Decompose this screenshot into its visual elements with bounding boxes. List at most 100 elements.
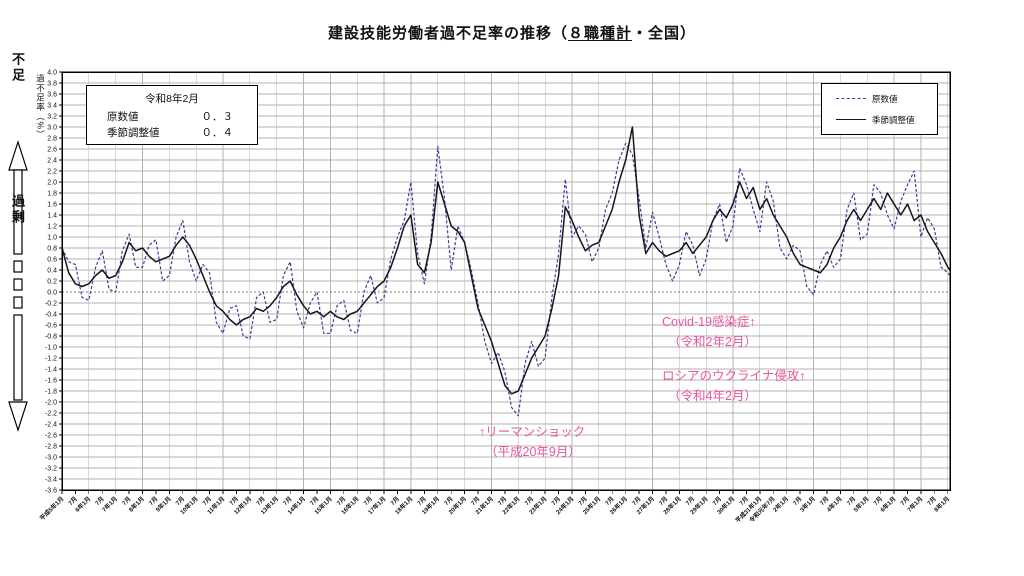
x-tick-label: 7月 <box>738 495 750 507</box>
y-tick-label: 2.4 <box>47 157 57 164</box>
latest-period: 令和8年2月 <box>145 93 199 105</box>
y-tick-label: 0.2 <box>47 278 57 285</box>
legend-item-adjusted: 季節調整値 <box>836 114 937 126</box>
x-tick-label: 7月 <box>818 495 830 507</box>
x-tick-label: 7月 <box>93 495 105 507</box>
latest-values-box: 令和8年2月 原数値 ０．３ 季節調整値 ０．４ <box>86 85 258 145</box>
y-tick-label: -0.8 <box>45 333 57 340</box>
legend-raw-label: 原数値 <box>872 93 898 104</box>
y-tick-label: -0.2 <box>45 300 57 307</box>
x-tick-label: 5年1月 <box>852 495 871 514</box>
y-tick-label: 1.6 <box>47 201 57 208</box>
x-tick-label: 7月 <box>496 495 508 507</box>
y-tick-label: -1.2 <box>45 355 57 362</box>
x-tick-label: 7月 <box>362 495 374 507</box>
y-tick-label: -0.6 <box>45 322 57 329</box>
annotation-lehman-line1: ↑リーマンショック <box>479 425 586 439</box>
y-axis-tick-labels: -3.6 -3.4 -3.2 -3.0 -2.8 -2.6 -2.4 -2.2 -2.0 -1.8… <box>45 69 62 494</box>
x-tick-label: 7月 <box>684 495 696 507</box>
x-tick-label: 7月 <box>925 495 937 507</box>
x-tick-label: 2年1月 <box>771 495 790 514</box>
y-tick-label: 1.4 <box>47 212 57 219</box>
x-tick-label: 7月 <box>228 495 240 507</box>
annotation-lehman-line2: （平成20年9月） <box>485 445 581 459</box>
x-tick-label: 9年1月 <box>154 495 173 514</box>
y-axis-title: 過不足率（%） <box>35 74 46 140</box>
y-tick-label: 3.8 <box>47 80 57 87</box>
shortage-label: 不足 <box>10 52 25 84</box>
vertical-gridlines <box>88 72 949 490</box>
annotation-covid: Covid-19感染症↑ （令和2年2月） <box>662 312 757 352</box>
x-tick-label: 8年1月 <box>127 495 146 514</box>
y-tick-label: -0.4 <box>45 311 57 318</box>
y-tick-label: -3.2 <box>45 465 57 472</box>
y-tick-label: 3.6 <box>47 91 57 98</box>
y-tick-label: 0.8 <box>47 245 57 252</box>
y-tick-label: -2.8 <box>45 443 57 450</box>
x-tick-label: 7月 <box>281 495 293 507</box>
x-tick-label: 7月 <box>550 495 562 507</box>
x-tick-label: 7月 <box>657 495 669 507</box>
chart-title-prefix: 建設技能労働者過不足率の推移（ <box>327 25 568 42</box>
chart-title-suffix: ・全国） <box>632 25 697 42</box>
y-tick-label: -1.4 <box>45 366 57 373</box>
x-tick-label: 7月 <box>442 495 454 507</box>
y-tick-label: -2.6 <box>45 432 57 439</box>
x-tick-label: 6年1月 <box>879 495 898 514</box>
x-tick-label: 7月 <box>120 495 132 507</box>
chart-title: 建設技能労働者過不足率の推移（８職種計・全国） <box>0 22 1024 43</box>
y-tick-label: 1.8 <box>47 190 57 197</box>
x-tick-label: 7月 <box>308 495 320 507</box>
y-tick-label: -1.6 <box>45 377 57 384</box>
legend: 原数値 季節調整値 <box>821 83 938 135</box>
x-tick-label: 4年1月 <box>825 495 844 514</box>
y-tick-label: 2.6 <box>47 146 57 153</box>
y-tick-label: 2.8 <box>47 135 57 142</box>
solid-line-sample-icon <box>836 119 866 120</box>
x-tick-label: 7月 <box>469 495 481 507</box>
x-tick-label: 7月 <box>174 495 186 507</box>
dashed-line-sample-icon <box>836 98 866 99</box>
y-tick-label: 2.2 <box>47 168 57 175</box>
x-tick-label: 7月 <box>791 495 803 507</box>
annotation-ukraine-line2: （令和4年2月） <box>668 389 757 403</box>
annotation-lehman: ↑リーマンショック （平成20年9月） <box>479 422 585 462</box>
surplus-label: 過剰 <box>10 194 25 226</box>
x-tick-label: 3年1月 <box>798 495 817 514</box>
x-tick-label: 7月 <box>335 495 347 507</box>
x-tick-label: 7月 <box>845 495 857 507</box>
y-tick-label: -1.8 <box>45 388 57 395</box>
x-tick-label: 7月 <box>201 495 213 507</box>
y-tick-label: 3.0 <box>47 124 57 131</box>
annotation-ukraine-line1: ロシアのウクライナ侵攻↑ <box>662 369 806 383</box>
x-tick-label: 7月 <box>523 495 535 507</box>
x-tick-label: 8年1月 <box>932 495 951 514</box>
y-tick-label: -3.4 <box>45 476 57 483</box>
x-tick-label: 7月 <box>603 495 615 507</box>
latest-adjusted-row: 季節調整値 ０．４ <box>87 124 257 140</box>
x-tick-label: 7年1月 <box>100 495 119 514</box>
x-tick-label: 7月 <box>577 495 589 507</box>
x-tick-label: 7月 <box>899 495 911 507</box>
latest-adjusted-label: 季節調整値 <box>107 127 160 139</box>
latest-raw-label: 原数値 <box>107 111 139 123</box>
y-tick-label: -2.4 <box>45 421 57 428</box>
chart-title-underlined: ８職種計 <box>567 25 632 42</box>
x-tick-label: 平成5年1月 <box>38 495 65 522</box>
x-tick-label: 7年1月 <box>905 495 924 514</box>
y-tick-label: 3.4 <box>47 102 57 109</box>
y-tick-label: 0.0 <box>47 289 57 296</box>
x-tick-label: 7月 <box>254 495 266 507</box>
y-tick-label: 3.2 <box>47 113 57 120</box>
seasonally-adjusted-line <box>61 126 951 395</box>
raw-value-line <box>61 142 951 417</box>
x-tick-label: 7月 <box>630 495 642 507</box>
y-tick-label: -3.6 <box>45 487 57 494</box>
legend-item-raw: 原数値 <box>836 93 937 105</box>
y-tick-label: 4.0 <box>47 69 57 76</box>
legend-adjusted-label: 季節調整値 <box>872 114 915 125</box>
y-tick-label: 1.2 <box>47 223 57 230</box>
y-tick-label: 0.6 <box>47 256 57 263</box>
x-tick-label: 7月 <box>872 495 884 507</box>
